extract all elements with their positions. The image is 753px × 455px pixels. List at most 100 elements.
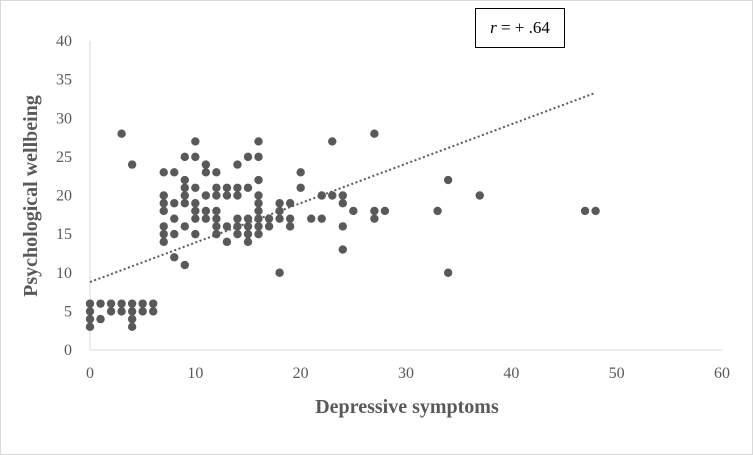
data-point [85,322,95,332]
data-point [285,222,295,231]
data-point [191,206,200,216]
data-point [159,237,168,247]
data-point [296,168,305,177]
data-point [127,322,137,332]
data-point [212,229,221,239]
data-point [254,137,263,146]
data-point [243,222,253,231]
data-point [254,206,263,216]
data-point [243,214,253,223]
data-point [233,214,242,223]
data-point [285,199,295,208]
data-point [275,268,284,277]
y-tick-label: 10 [56,265,72,282]
data-point [180,175,189,185]
data-point [191,137,200,146]
data-point [170,253,179,262]
data-point [222,183,232,192]
data-point [264,214,274,223]
data-point [243,183,253,192]
data-point [254,229,263,239]
data-point [233,183,242,192]
y-tick-label: 40 [56,33,72,50]
data-point [370,214,379,223]
data-point [443,268,453,277]
data-point [328,137,337,146]
data-point [170,214,179,223]
data-point [201,160,211,169]
data-point [159,168,168,177]
data-point [159,206,168,216]
data-point [264,222,274,231]
data-point [127,307,137,316]
data-point [117,129,126,138]
data-point [159,222,168,231]
data-point [254,199,263,208]
data-point [475,191,484,200]
data-point [96,314,105,324]
y-tick-label: 5 [64,303,72,320]
data-point [212,222,221,231]
y-tick-label: 25 [56,149,72,166]
data-point [170,199,179,208]
data-point [138,299,147,308]
x-tick-label: 60 [714,365,730,382]
correlation-symbol: r [490,18,497,37]
y-tick-label: 20 [56,188,72,205]
data-point [222,237,232,247]
data-point [96,299,105,308]
data-point [380,206,390,216]
y-axis-title: Psychological wellbeing [20,95,42,297]
data-point [349,206,358,216]
data-point [180,183,189,192]
correlation-annotation: r = + .64 [475,8,565,48]
data-point [254,175,263,185]
data-point [191,199,200,208]
data-point [180,222,189,231]
data-point [127,299,137,308]
data-point [338,199,347,208]
data-point [338,245,347,254]
data-point [191,152,200,162]
y-tick-label: 30 [56,110,72,127]
x-tick-label: 30 [398,365,414,382]
data-point [170,229,179,239]
data-point [212,183,221,192]
data-point [338,222,347,231]
data-point [106,307,116,316]
data-point [117,307,126,316]
x-tick-label: 20 [293,365,309,382]
data-point [117,299,126,308]
data-point [317,214,326,223]
data-point [443,175,453,185]
data-point [233,222,242,231]
y-tick-label: 0 [64,342,72,359]
data-point [85,299,95,308]
data-point [233,160,242,169]
data-point [106,299,116,308]
data-point [149,307,158,316]
data-point [222,222,232,231]
data-point [328,191,337,200]
data-point [307,214,316,223]
y-tick-label: 15 [56,226,72,243]
data-point [85,307,95,316]
data-point [254,222,263,231]
data-point [233,191,242,200]
data-point [180,199,189,208]
x-tick-label: 50 [609,365,625,382]
data-point [222,191,232,200]
data-point [127,314,137,324]
data-point [201,206,211,216]
data-point [149,299,158,308]
data-point [85,314,95,324]
data-point [212,168,221,177]
correlation-value: = + .64 [496,18,550,37]
data-point [370,206,379,216]
data-point [180,191,189,200]
data-point [212,191,221,200]
data-point [285,214,295,223]
data-point [170,168,179,177]
